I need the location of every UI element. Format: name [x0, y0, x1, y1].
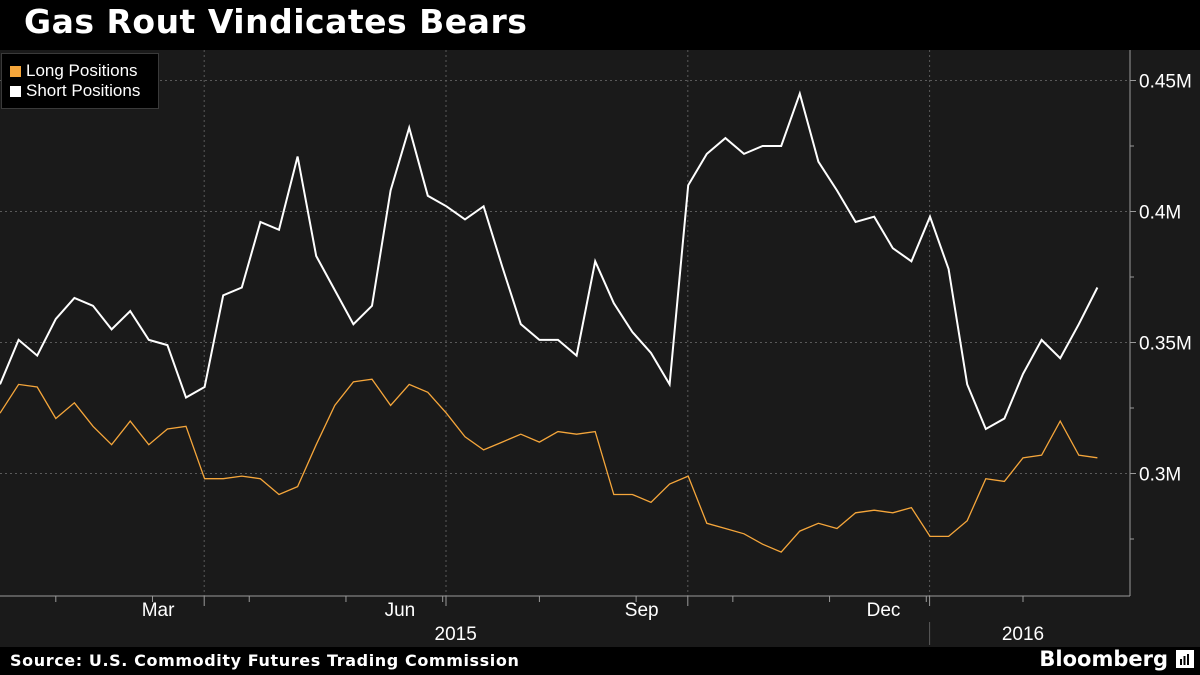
y-tick-label: 0.35M	[1139, 334, 1192, 355]
x-month-label: Jun	[385, 600, 416, 621]
line-chart: 0.45M 0.4M 0.35M 0.3M Mar Jun Sep Dec 2015 2016	[0, 50, 1192, 645]
legend-swatch-long	[10, 65, 21, 77]
x-year-label: 2016	[1002, 624, 1044, 645]
x-month-label: Mar	[142, 600, 175, 621]
series-line-short-positions	[0, 90, 1099, 431]
source-note: Source: U.S. Commodity Futures Trading C…	[10, 651, 520, 670]
y-tick-label: 0.45M	[1139, 72, 1192, 93]
y-tick-label: 0.3M	[1139, 465, 1181, 486]
plot-area	[0, 50, 1200, 647]
legend-item-long: Long Positions	[10, 61, 158, 81]
chart-title: Gas Rout Vindicates Bears	[24, 2, 528, 41]
x-month-label: Sep	[625, 600, 659, 621]
legend-swatch-short	[10, 85, 21, 97]
legend-label-short: Short Positions	[26, 81, 141, 100]
footer: Source: U.S. Commodity Futures Trading C…	[0, 647, 1200, 675]
bloomberg-terminal-icon	[1176, 650, 1194, 668]
brand-logo: Bloomberg	[1039, 647, 1168, 671]
y-tick-label: 0.4M	[1139, 203, 1181, 224]
legend: Long Positions Short Positions	[1, 53, 159, 109]
legend-label-long: Long Positions	[26, 61, 138, 80]
series-line-long-positions	[0, 378, 1098, 553]
x-month-label: Dec	[867, 600, 901, 621]
legend-item-short: Short Positions	[10, 81, 158, 101]
x-year-label: 2015	[435, 624, 477, 645]
